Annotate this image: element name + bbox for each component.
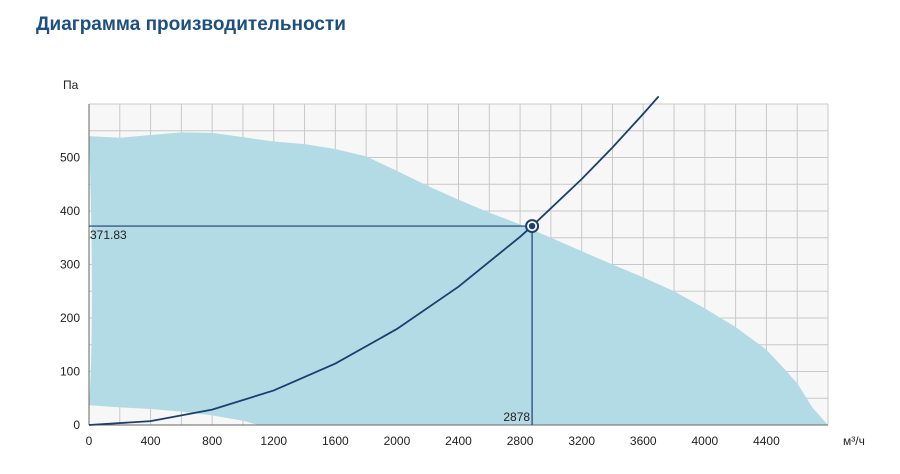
x-tick-label: 3200	[568, 434, 595, 448]
operating-point-dot	[528, 222, 536, 230]
x-tick-label: 4400	[753, 434, 780, 448]
operating-point-y-label: 371.83	[90, 228, 127, 242]
operating-point-guides	[89, 225, 533, 425]
axes	[88, 104, 828, 426]
x-tick-label: 2800	[507, 434, 534, 448]
y-tick-label: 200	[60, 311, 80, 325]
y-axis-label: Па	[63, 78, 79, 92]
x-tick-label: 800	[202, 434, 222, 448]
x-tick-label: 1200	[260, 434, 287, 448]
x-axis-label: м³/ч	[843, 434, 865, 448]
x-tick-label: 2000	[384, 434, 411, 448]
y-tick-label: 400	[60, 204, 80, 218]
operating-point-marker[interactable]	[525, 219, 540, 234]
x-tick-label: 400	[141, 434, 161, 448]
operating-point-x-label: 2878	[503, 410, 530, 424]
y-tick-label: 300	[60, 258, 80, 272]
system-curve	[88, 95, 660, 426]
x-tick-label: 2400	[445, 434, 472, 448]
page-title: Диаграмма производительности	[36, 14, 346, 35]
y-tick-label: 100	[60, 365, 80, 379]
y-tick-label: 0	[73, 418, 80, 432]
x-tick-label: 0	[86, 434, 93, 448]
y-tick-label: 500	[60, 151, 80, 165]
x-tick-label: 4000	[691, 434, 718, 448]
x-tick-label: 1600	[322, 434, 349, 448]
x-tick-label: 3600	[630, 434, 657, 448]
tick-labels: 0 400 800 1200 1600 2000 2400 2800 3200 3600 4000 4…	[60, 151, 780, 449]
operating-area	[89, 132, 828, 426]
